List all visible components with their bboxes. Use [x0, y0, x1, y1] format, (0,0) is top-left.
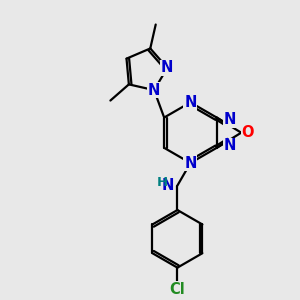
Text: N: N	[184, 155, 196, 170]
Text: N: N	[161, 60, 173, 75]
Text: N: N	[162, 178, 174, 193]
Text: N: N	[148, 82, 160, 98]
Text: H: H	[157, 176, 168, 188]
Text: N: N	[224, 112, 236, 127]
Text: O: O	[241, 125, 254, 140]
Text: N: N	[224, 138, 236, 153]
Text: N: N	[184, 95, 196, 110]
Text: Cl: Cl	[169, 282, 185, 297]
